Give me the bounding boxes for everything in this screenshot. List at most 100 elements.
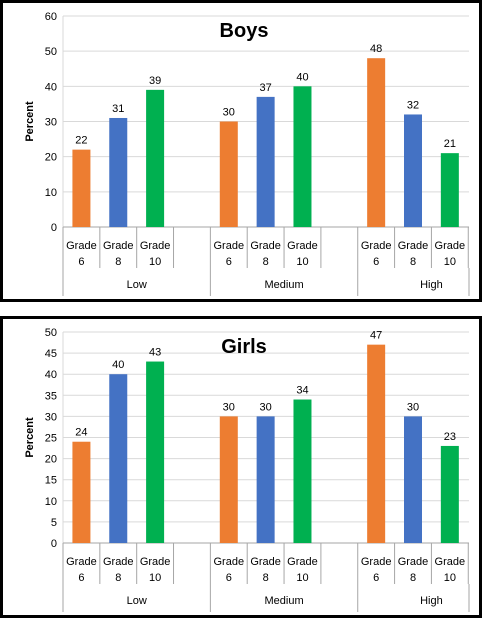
girls-data-label: 30 [407, 401, 419, 413]
girls-data-label: 30 [223, 401, 235, 413]
girls-data-label: 23 [444, 431, 456, 443]
boys-y-tick-label: 40 [45, 81, 57, 93]
boys-data-label: 39 [149, 75, 161, 87]
girls-chart-panel: 0 5 10 15 20 25 30 35 40 45 50 Percent 24 Grade 6 40 Gra… [0, 316, 482, 618]
girls-title: Girls [221, 336, 267, 358]
girls-bar [219, 416, 238, 543]
boys-category-label: Grade [103, 240, 134, 252]
boys-bar [72, 149, 91, 227]
boys-category-label: 6 [78, 256, 84, 268]
boys-y-tick-label: 50 [45, 46, 57, 58]
boys-bar [293, 86, 312, 227]
girls-data-label: 40 [112, 359, 124, 371]
boys-category-label: Grade [250, 240, 281, 252]
boys-title: Boys [220, 20, 269, 42]
boys-category-label: Grade [398, 240, 429, 252]
boys-y-tick-label: 10 [45, 187, 57, 199]
girls-bar [293, 399, 312, 543]
boys-data-label: 21 [444, 138, 456, 150]
girls-category-label: 10 [296, 572, 308, 584]
boys-bar [146, 89, 165, 227]
girls-group-label: Low [127, 595, 147, 607]
boys-group-label: Medium [264, 279, 303, 291]
girls-bar [404, 416, 422, 543]
girls-category-label: Grade [398, 556, 429, 568]
boys-group-label: High [420, 279, 443, 291]
boys-category-label: 10 [444, 256, 456, 268]
girls-bar [367, 344, 386, 543]
girls-category-label: Grade [435, 556, 466, 568]
boys-bar [440, 153, 459, 227]
girls-bar [72, 441, 91, 543]
girls-data-label: 47 [370, 330, 382, 342]
girls-bar [440, 445, 459, 543]
girls-category-label: Grade [103, 556, 134, 568]
boys-data-label: 30 [223, 107, 235, 119]
boys-bar [367, 58, 386, 228]
boys-category-label: 10 [296, 256, 308, 268]
boys-y-tick-label: 20 [45, 152, 57, 164]
boys-category-label: Grade [140, 240, 171, 252]
girls-category-label: 8 [410, 572, 416, 584]
girls-y-tick-label: 50 [45, 327, 57, 339]
girls-data-label: 30 [260, 401, 272, 413]
girls-y-tick-label: 20 [45, 454, 57, 466]
girls-category-label: 8 [263, 572, 269, 584]
boys-data-label: 48 [370, 43, 382, 55]
boys-group-label: Low [127, 279, 147, 291]
boys-category-label: Grade [361, 240, 392, 252]
girls-category-label: Grade [140, 556, 171, 568]
boys-y-axis-label: Percent [24, 101, 36, 142]
girls-category-label: 6 [226, 572, 232, 584]
girls-chart: 0 5 10 15 20 25 30 35 40 45 50 Percent 24 Grade 6 40 Gra… [24, 327, 470, 612]
boys-bar [219, 121, 238, 227]
boys-category-label: 6 [373, 256, 379, 268]
girls-y-tick-label: 25 [45, 433, 57, 445]
boys-bar [404, 114, 422, 227]
boys-bar [109, 117, 128, 227]
boys-data-label: 37 [260, 82, 272, 94]
boys-data-label: 22 [75, 135, 87, 147]
boys-category-label: Grade [287, 240, 318, 252]
girls-category-label: Grade [66, 556, 97, 568]
girls-data-label: 34 [296, 385, 308, 397]
boys-category-label: 8 [115, 256, 121, 268]
girls-category-label: 10 [149, 572, 161, 584]
boys-bar [256, 96, 275, 227]
boys-y-tick-label: 30 [45, 117, 57, 129]
girls-data-label: 24 [75, 427, 87, 439]
girls-category-label: Grade [287, 556, 318, 568]
girls-y-tick-label: 10 [45, 496, 57, 508]
girls-y-tick-label: 15 [45, 475, 57, 487]
boys-chart-panel: 0 10 20 30 40 50 60 Percent 22 Grade 6 31 Grade 8 39 Gr… [0, 0, 482, 302]
girls-category-label: 8 [115, 572, 121, 584]
boys-category-label: 8 [410, 256, 416, 268]
girls-bar [109, 374, 128, 543]
girls-y-tick-label: 5 [51, 517, 57, 529]
girls-y-axis-label: Percent [24, 417, 36, 458]
boys-data-label: 32 [407, 99, 419, 111]
girls-group-label: Medium [264, 595, 303, 607]
girls-y-tick-label: 35 [45, 390, 57, 402]
girls-category-label: Grade [250, 556, 281, 568]
girls-category-label: Grade [214, 556, 245, 568]
boys-y-tick-label: 0 [51, 222, 57, 234]
boys-category-label: 8 [263, 256, 269, 268]
girls-y-tick-label: 0 [51, 538, 57, 550]
girls-bar [256, 416, 275, 543]
girls-y-tick-label: 30 [45, 411, 57, 423]
girls-category-label: Grade [361, 556, 392, 568]
girls-category-label: 6 [78, 572, 84, 584]
boys-category-label: Grade [435, 240, 466, 252]
boys-category-label: 10 [149, 256, 161, 268]
boys-data-label: 31 [112, 103, 124, 115]
girls-data-label: 43 [149, 347, 161, 359]
boys-category-label: Grade [214, 240, 245, 252]
girls-y-tick-label: 40 [45, 369, 57, 381]
girls-group-label: High [420, 595, 443, 607]
girls-category-label: 6 [373, 572, 379, 584]
boys-category-label: Grade [66, 240, 97, 252]
boys-chart: 0 10 20 30 40 50 60 Percent 22 Grade 6 31 Grade 8 39 Gr… [24, 11, 470, 296]
girls-bar [146, 361, 165, 543]
boys-data-label: 40 [296, 71, 308, 83]
